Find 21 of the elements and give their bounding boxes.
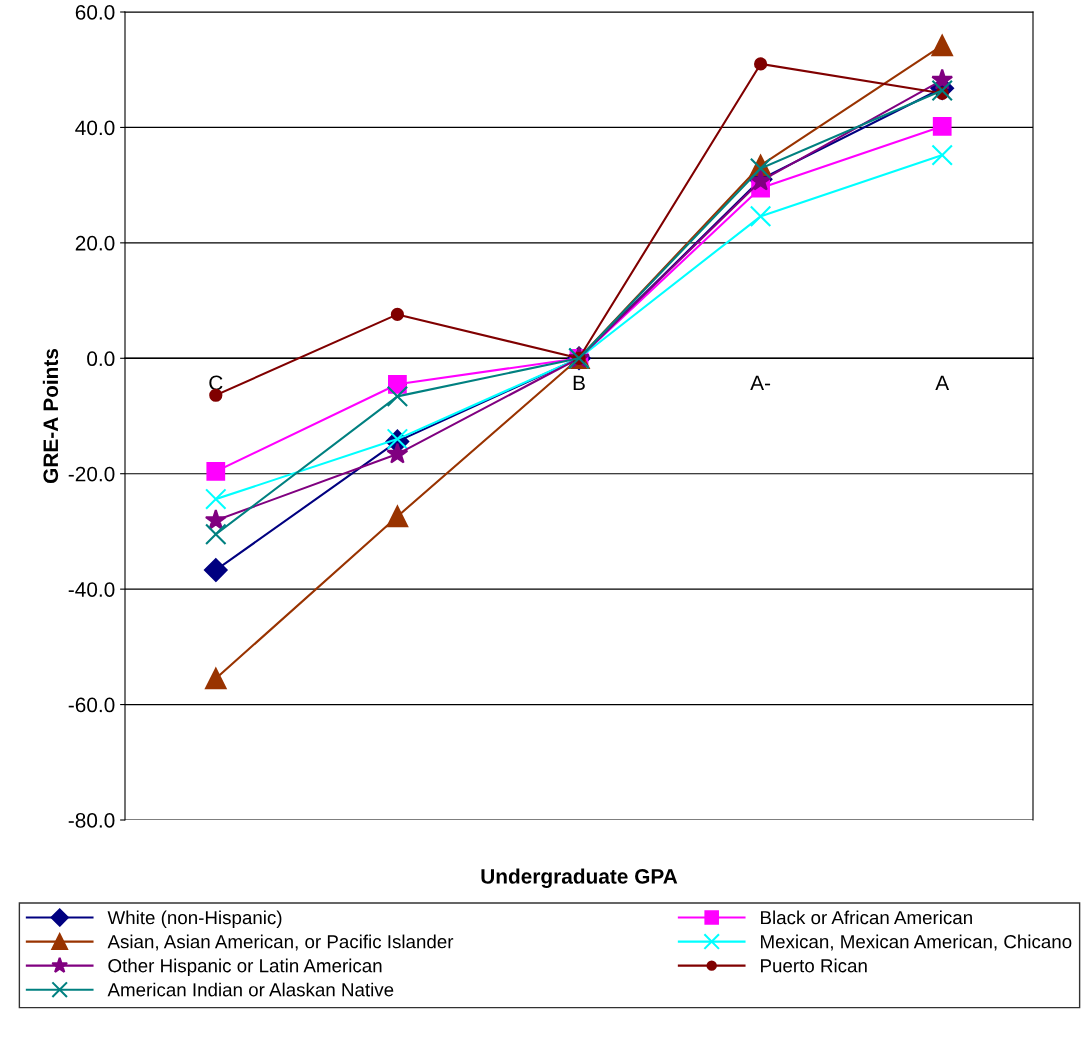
legend-label: American Indian or Alaskan Native xyxy=(107,982,394,997)
x-tick-label: C xyxy=(209,375,223,391)
x-axis-title: Undergraduate GPA xyxy=(481,868,678,888)
y-tick-label: 20.0 xyxy=(75,235,115,251)
y-tick-label: 40.0 xyxy=(75,120,115,136)
x-tick-label: B xyxy=(573,375,585,391)
legend-label: Mexican, Mexican American, Chicano xyxy=(761,934,1072,951)
legend-label: Asian, Asian American, or Pacific Islander xyxy=(107,934,454,951)
y-tick-label: 0.0 xyxy=(87,351,115,367)
x-tick-label: A xyxy=(935,375,950,391)
legend-label: Puerto Rican xyxy=(761,958,867,973)
legend-label: Black or African American xyxy=(761,910,972,925)
y-tick-label: -20.0 xyxy=(68,466,115,482)
y-axis-title: GRE-A Points xyxy=(42,348,59,484)
y-tick-label: -80.0 xyxy=(68,813,115,828)
y-tick-label: -40.0 xyxy=(68,582,115,597)
legend-label: White (non-Hispanic) xyxy=(107,910,282,928)
y-tick-label: 60.0 xyxy=(75,5,115,20)
y-tick-label: -60.0 xyxy=(68,697,115,713)
x-tick-label: A- xyxy=(750,375,771,391)
legend-label: Other Hispanic or Latin American xyxy=(108,958,382,977)
